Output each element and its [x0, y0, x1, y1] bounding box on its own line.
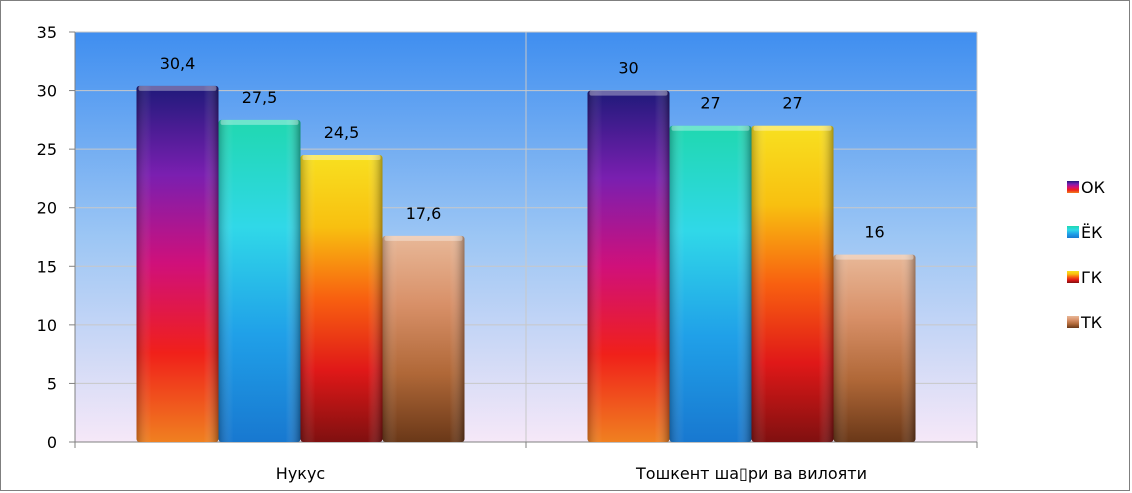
y-tick-label: 20	[37, 199, 57, 218]
bar-top-highlight	[835, 254, 914, 260]
bar-top-highlight	[302, 155, 381, 160]
x-category-label: Нукус	[276, 464, 325, 483]
legend-swatch	[1067, 271, 1079, 283]
data-label: 24,5	[324, 123, 360, 142]
y-tick-label: 0	[47, 433, 57, 452]
legend: ОК ЁК ГК ТК	[1067, 178, 1106, 332]
bar-shading	[218, 119, 301, 442]
legend-swatch	[1067, 316, 1079, 328]
data-label: 27	[700, 94, 720, 113]
data-label: 27	[782, 94, 802, 113]
data-label: 27,5	[242, 88, 278, 107]
data-label: 16	[864, 223, 884, 242]
bar-top-highlight	[753, 125, 832, 131]
bar-top-highlight	[384, 235, 463, 241]
y-tick-label: 15	[37, 257, 57, 276]
bars	[136, 85, 916, 443]
bar-top-highlight	[671, 125, 750, 131]
bar-shading	[833, 254, 916, 442]
bar-shading	[382, 235, 465, 442]
bar-shading	[136, 85, 219, 442]
bar-top-highlight	[589, 90, 668, 96]
y-tick-label: 10	[37, 316, 57, 335]
y-tick-label: 5	[47, 374, 57, 393]
legend-label: ОК	[1081, 178, 1106, 197]
bar-top-highlight	[138, 85, 217, 91]
legend-swatch	[1067, 226, 1079, 238]
legend-label: ЁК	[1081, 223, 1103, 242]
data-labels: 30,4 27,5 24,5 17,6 30 27 27 16	[160, 54, 885, 242]
bar-shading	[669, 125, 752, 442]
data-label: 30	[618, 59, 638, 78]
data-label: 30,4	[160, 54, 196, 73]
bar-shading	[300, 155, 383, 442]
bar-top-highlight	[220, 119, 299, 125]
legend-swatch	[1067, 181, 1079, 193]
y-tick-label: 35	[37, 23, 57, 42]
bar-shading	[751, 125, 834, 442]
legend-label: ГК	[1081, 268, 1103, 287]
x-category-label: Тошкент ша▯ри ва вилояти	[635, 464, 867, 483]
y-tick-label: 30	[37, 82, 57, 101]
data-label: 17,6	[406, 204, 442, 223]
legend-label: ТК	[1080, 313, 1103, 332]
bar-shading	[587, 90, 670, 443]
y-tick-label: 25	[37, 140, 57, 159]
